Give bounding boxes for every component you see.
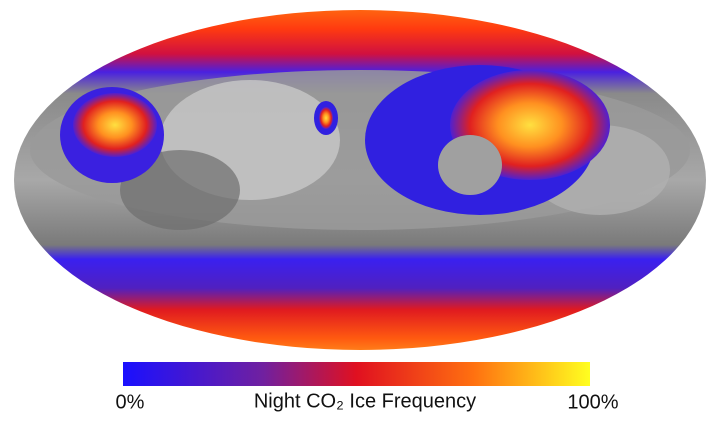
colorbar-min-label: 0% <box>116 391 145 413</box>
colorbar-max-label: 100% <box>567 391 618 413</box>
mars-map <box>14 10 706 350</box>
colorbar-title: Night CO₂ Ice Frequency <box>254 390 476 412</box>
colorbar <box>123 362 590 386</box>
